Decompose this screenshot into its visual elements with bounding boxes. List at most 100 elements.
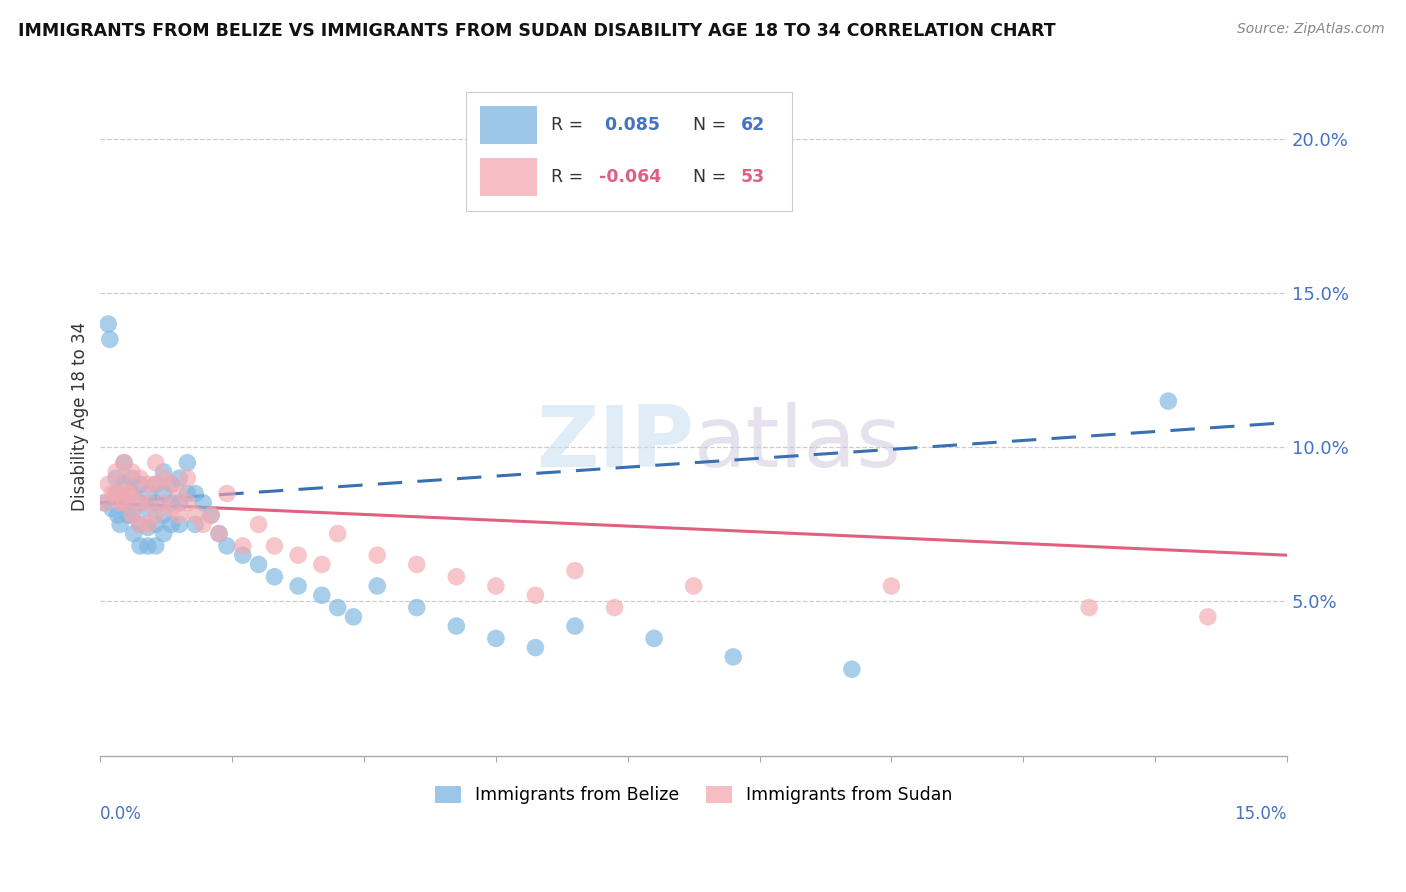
Point [112, 496, 135, 510]
Point [184, 486, 207, 500]
Point [160, 477, 183, 491]
Point [176, 456, 198, 470]
Point [117, 486, 139, 500]
Point [105, 486, 128, 500]
Point [121, 471, 143, 485]
Point [107, 508, 129, 522]
Point [193, 496, 215, 510]
Point [152, 496, 174, 510]
Text: Source: ZipAtlas.com: Source: ZipAtlas.com [1237, 22, 1385, 37]
Point [145, 496, 167, 510]
Point [485, 632, 508, 646]
Point [446, 570, 468, 584]
Point [1157, 394, 1180, 409]
Point [160, 517, 183, 532]
Text: 0.0%: 0.0% [100, 805, 142, 822]
Point [169, 471, 191, 485]
Point [564, 564, 586, 578]
Point [112, 496, 135, 510]
Point [311, 588, 333, 602]
Point [169, 517, 191, 532]
Point [160, 496, 183, 510]
FancyBboxPatch shape [465, 93, 792, 211]
Point [97, 317, 120, 331]
Point [524, 640, 547, 655]
Point [136, 517, 159, 532]
Text: 15.0%: 15.0% [1234, 805, 1286, 822]
Point [405, 600, 427, 615]
Point [524, 588, 547, 602]
Point [129, 477, 152, 491]
Text: ZIP: ZIP [536, 402, 693, 485]
Point [112, 456, 135, 470]
Point [193, 517, 215, 532]
Point [366, 579, 388, 593]
Text: 0.085: 0.085 [599, 116, 659, 134]
Point [121, 465, 143, 479]
Point [136, 502, 159, 516]
Point [215, 486, 238, 500]
Point [105, 465, 128, 479]
Point [136, 520, 159, 534]
Point [145, 477, 167, 491]
Point [93, 496, 115, 510]
Point [122, 526, 145, 541]
Point [446, 619, 468, 633]
Point [145, 508, 167, 522]
Point [247, 517, 270, 532]
Point [287, 548, 309, 562]
Point [215, 539, 238, 553]
Point [129, 517, 152, 532]
Point [136, 496, 159, 510]
Point [145, 539, 167, 553]
Point [721, 649, 744, 664]
Point [247, 558, 270, 572]
Point [232, 548, 254, 562]
Point [112, 456, 135, 470]
Point [129, 471, 152, 485]
Text: 62: 62 [741, 116, 765, 134]
Text: atlas: atlas [693, 402, 901, 485]
Point [112, 477, 135, 491]
Point [98, 333, 121, 347]
Point [169, 486, 191, 500]
Point [326, 526, 349, 541]
Point [105, 471, 128, 485]
Point [136, 477, 159, 491]
Point [152, 486, 174, 500]
Point [121, 508, 143, 522]
Point [564, 619, 586, 633]
Point [176, 496, 198, 510]
Point [121, 508, 143, 522]
Point [880, 579, 903, 593]
Text: N =: N = [682, 116, 731, 134]
FancyBboxPatch shape [479, 106, 537, 144]
Point [208, 526, 231, 541]
Point [121, 486, 143, 500]
Point [326, 600, 349, 615]
Point [145, 456, 167, 470]
Text: N =: N = [682, 168, 731, 186]
Point [97, 477, 120, 491]
Y-axis label: Disability Age 18 to 34: Disability Age 18 to 34 [72, 322, 89, 511]
Point [176, 486, 198, 500]
Legend: Immigrants from Belize, Immigrants from Sudan: Immigrants from Belize, Immigrants from … [429, 779, 959, 811]
Point [200, 508, 222, 522]
Point [93, 496, 115, 510]
Point [169, 508, 191, 522]
Point [603, 600, 626, 615]
Point [643, 194, 665, 208]
Point [342, 610, 364, 624]
Point [121, 486, 143, 500]
Text: IMMIGRANTS FROM BELIZE VS IMMIGRANTS FROM SUDAN DISABILITY AGE 18 TO 34 CORRELAT: IMMIGRANTS FROM BELIZE VS IMMIGRANTS FRO… [18, 22, 1056, 40]
Point [108, 517, 131, 532]
Point [145, 517, 167, 532]
Point [117, 508, 139, 522]
Point [208, 526, 231, 541]
Point [160, 502, 183, 516]
Point [160, 477, 183, 491]
Point [145, 477, 167, 491]
FancyBboxPatch shape [479, 159, 537, 195]
Point [152, 526, 174, 541]
Point [1078, 600, 1101, 615]
